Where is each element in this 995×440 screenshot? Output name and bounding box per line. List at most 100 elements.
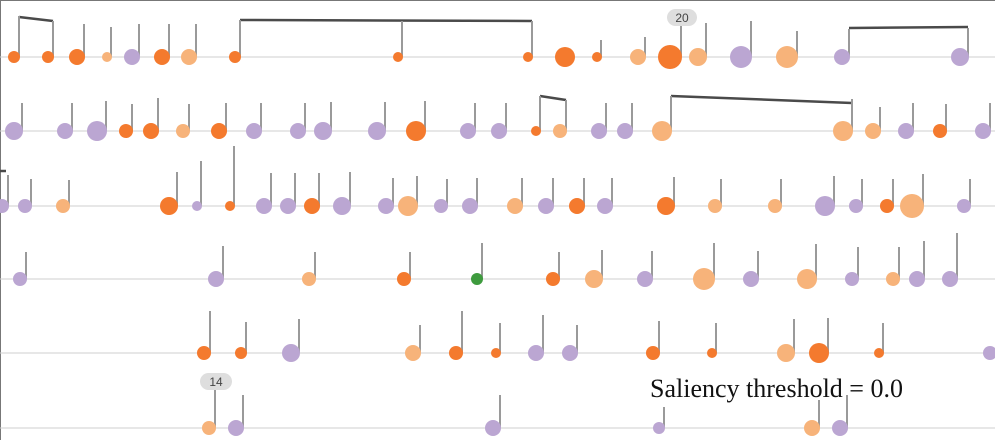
purple-note (849, 199, 863, 213)
light-orange-note (176, 124, 190, 138)
purple-note (5, 122, 23, 140)
light-orange-note (630, 49, 646, 65)
purple-note (637, 271, 653, 287)
purple-note (87, 121, 107, 141)
dark-orange-note (8, 51, 20, 63)
light-orange-note (689, 48, 707, 66)
dark-orange-note (809, 343, 829, 363)
purple-note (983, 346, 995, 360)
dark-orange-note (235, 347, 247, 359)
dark-orange-note (707, 348, 717, 358)
count-badge: 20 (667, 9, 697, 26)
dark-orange-note (874, 348, 884, 358)
light-orange-note (56, 199, 70, 213)
dark-orange-note (657, 197, 675, 215)
dark-orange-note (69, 49, 85, 65)
purple-note (942, 271, 958, 287)
purple-note (124, 49, 140, 65)
staff-lines (0, 56, 995, 429)
beam (670, 94, 853, 105)
light-orange-note (900, 194, 924, 218)
light-orange-note (585, 270, 603, 288)
purple-note (538, 198, 554, 214)
notes (0, 45, 995, 436)
green-note (471, 273, 483, 285)
beam (539, 94, 567, 102)
purple-note (909, 271, 925, 287)
count-badge-label: 20 (675, 11, 689, 25)
dark-orange-note (592, 52, 602, 62)
purple-note (957, 199, 971, 213)
purple-note (815, 196, 835, 216)
purple-note (743, 271, 759, 287)
dark-orange-note (933, 124, 947, 138)
purple-note (13, 272, 27, 286)
light-orange-note (833, 121, 853, 141)
purple-note (0, 199, 9, 213)
purple-note (18, 199, 32, 213)
dark-orange-note (143, 123, 159, 139)
purple-note (975, 123, 991, 139)
dark-orange-note (397, 272, 411, 286)
dark-orange-note (225, 201, 235, 211)
dark-orange-note (42, 51, 54, 63)
purple-note (368, 122, 386, 140)
dark-orange-note (211, 123, 227, 139)
dark-orange-note (491, 348, 501, 358)
purple-note (951, 48, 969, 66)
dark-orange-note (154, 49, 170, 65)
purple-note (378, 198, 394, 214)
purple-note (562, 345, 578, 361)
purple-note (280, 198, 296, 214)
light-orange-note (652, 121, 672, 141)
light-orange-note (768, 199, 782, 213)
dark-orange-note (119, 124, 133, 138)
purple-note (228, 420, 244, 436)
purple-note (192, 201, 202, 211)
purple-note (845, 272, 859, 286)
purple-note (314, 122, 332, 140)
beam (18, 15, 54, 23)
light-orange-note (693, 268, 715, 290)
purple-note (485, 420, 501, 436)
purple-note (333, 197, 351, 215)
dark-orange-note (406, 121, 426, 141)
dark-orange-note (658, 45, 682, 69)
light-orange-note (405, 345, 421, 361)
beam (848, 25, 969, 30)
purple-note (208, 271, 224, 287)
count-badge: 14 (200, 373, 232, 390)
dark-orange-note (523, 52, 533, 62)
purple-note (246, 123, 262, 139)
purple-note (462, 198, 478, 214)
dark-orange-note (160, 197, 178, 215)
purple-note (898, 123, 914, 139)
light-orange-note (776, 46, 798, 68)
purple-note (730, 46, 752, 68)
light-orange-note (804, 420, 820, 436)
beam (239, 18, 533, 23)
light-orange-note (398, 196, 418, 216)
stems (7, 16, 991, 428)
dark-orange-note (197, 346, 211, 360)
count-badge-label: 14 (209, 375, 223, 389)
light-orange-note (507, 198, 523, 214)
light-orange-note (777, 344, 795, 362)
purple-note (832, 420, 848, 436)
dark-orange-note (229, 51, 241, 63)
dark-orange-note (304, 198, 320, 214)
dark-orange-note (449, 346, 463, 360)
purple-note (597, 198, 613, 214)
purple-note (282, 344, 300, 362)
light-orange-note (886, 272, 900, 286)
purple-note (256, 198, 272, 214)
purple-note (528, 345, 544, 361)
beams (0, 15, 969, 173)
purple-note (591, 123, 607, 139)
dark-orange-note (646, 346, 660, 360)
light-orange-note (797, 269, 817, 289)
light-orange-note (302, 272, 316, 286)
dark-orange-note (555, 47, 575, 67)
